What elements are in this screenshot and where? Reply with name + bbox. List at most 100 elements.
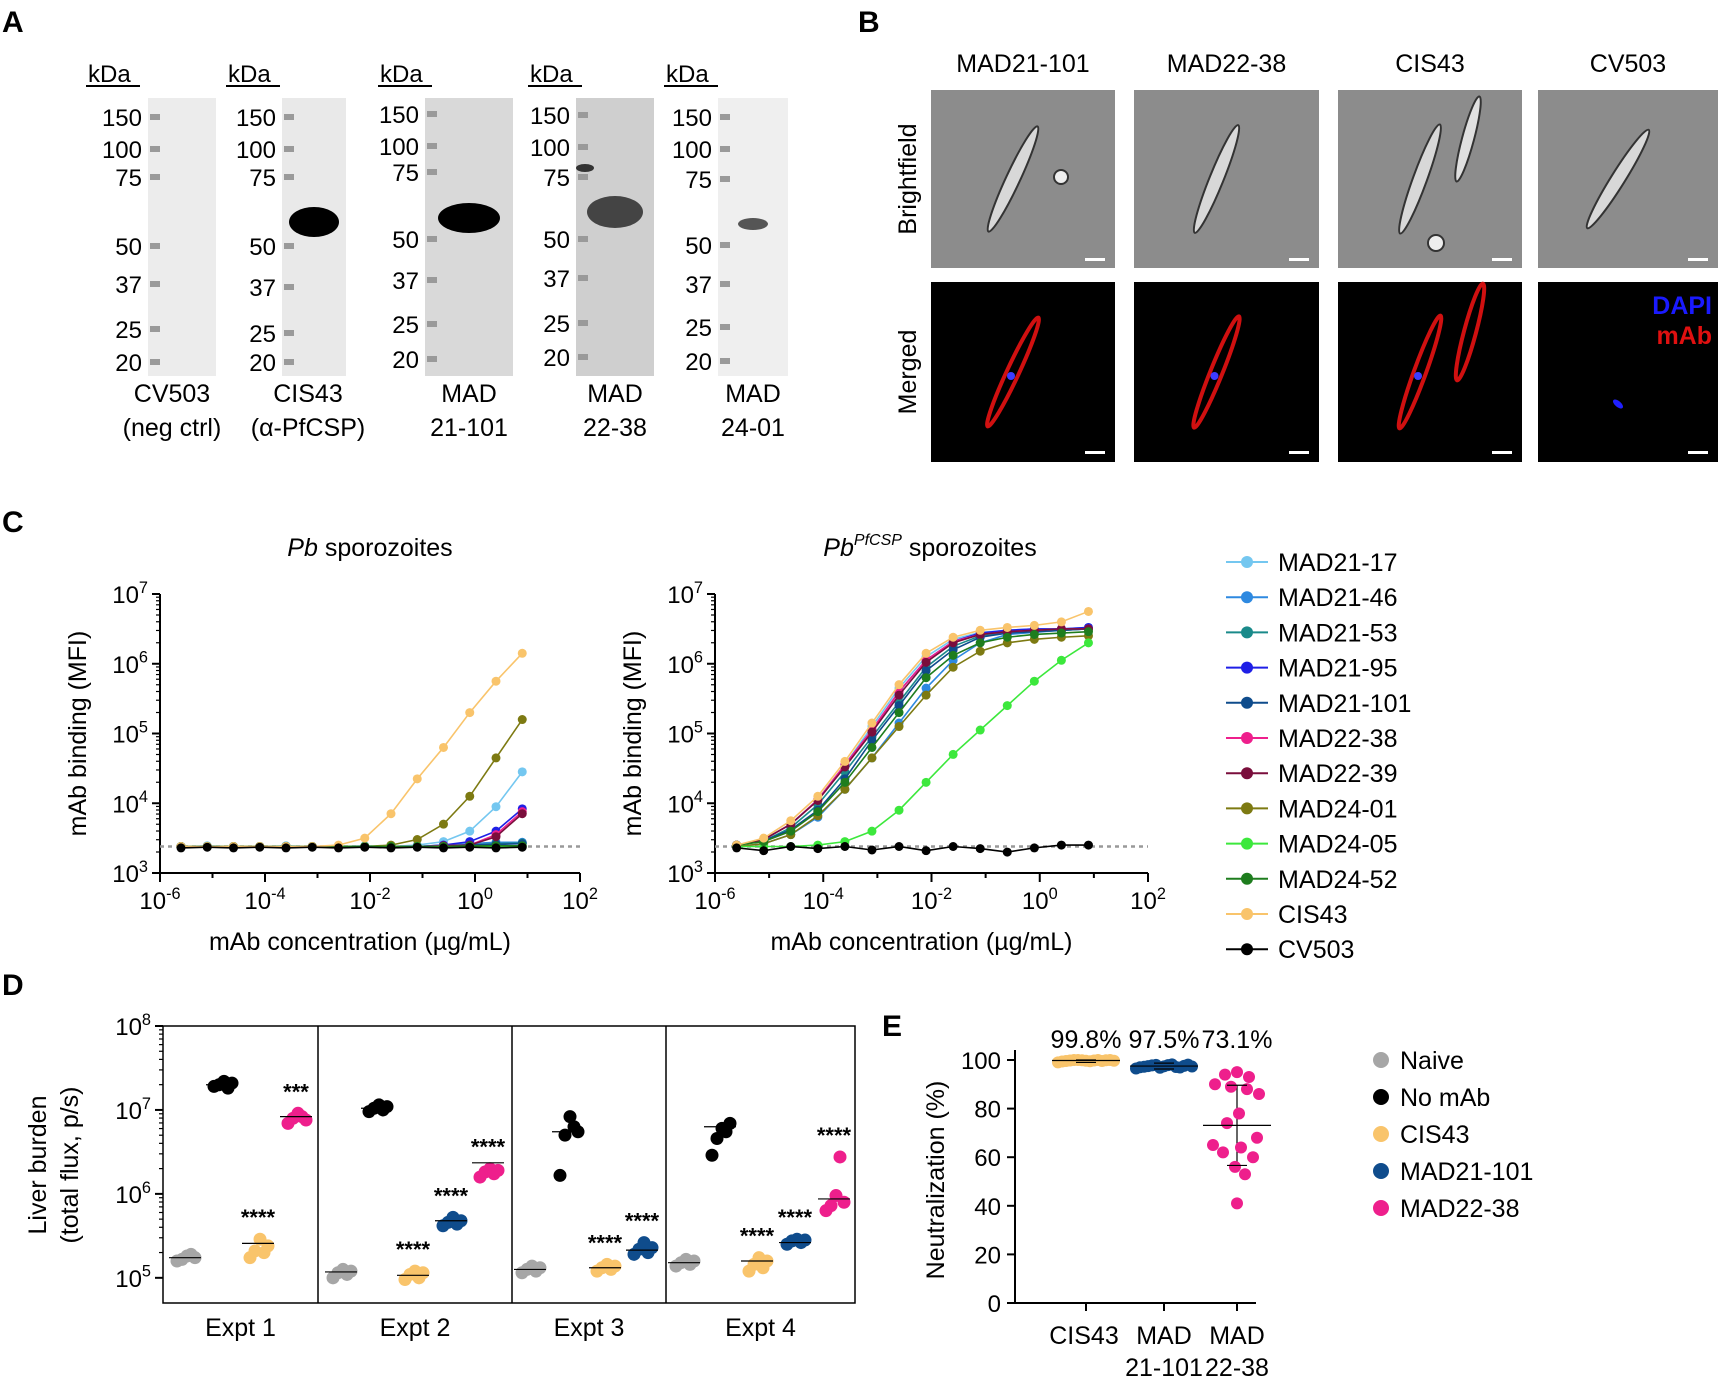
legend-label-No mAb: No mAb bbox=[1400, 1084, 1490, 1112]
data-point-CV503 bbox=[948, 841, 958, 851]
series-line-MAD21-53 bbox=[736, 628, 1089, 846]
scale-bar bbox=[1289, 451, 1309, 454]
y-tick-label: 105 bbox=[667, 718, 703, 748]
data-point-MAD22-38 bbox=[1251, 1131, 1263, 1144]
blot-sublabel: (neg ctrl) bbox=[123, 414, 222, 442]
marker-label: 50 bbox=[249, 234, 276, 261]
merged-image bbox=[1134, 282, 1319, 462]
significance-stars: **** bbox=[817, 1123, 852, 1148]
marker-label: 20 bbox=[249, 350, 276, 377]
ladder-band bbox=[720, 146, 730, 152]
series-line-MAD22-38 bbox=[736, 628, 1089, 846]
marker-label: 37 bbox=[543, 266, 570, 293]
data-point-MAD21-17 bbox=[517, 767, 527, 777]
data-point-CIS43 bbox=[416, 1266, 430, 1280]
column-title: CV503 bbox=[1590, 50, 1666, 78]
series-line-CV503 bbox=[736, 844, 1089, 853]
data-point-CIS43 bbox=[386, 809, 396, 819]
marker-label: 25 bbox=[392, 312, 419, 339]
blot-sublabel: 22-38 bbox=[583, 414, 647, 442]
legend-label-MAD21-46: MAD21-46 bbox=[1278, 584, 1398, 612]
blot-membrane bbox=[425, 98, 513, 376]
sporozoite-mab-stain bbox=[985, 315, 1041, 429]
ladder-band bbox=[720, 281, 730, 287]
y-tick-label: 108 bbox=[115, 1011, 151, 1041]
data-point-MAD24-01 bbox=[975, 646, 985, 656]
ladder-band bbox=[427, 321, 437, 327]
marker-label: 37 bbox=[115, 272, 142, 299]
experiment-label: Expt 4 bbox=[725, 1314, 796, 1342]
panel-e-neutralization: 0 20 40 60 80 100 Neutralization (%) 99.8% CIS43… bbox=[922, 1026, 1533, 1378]
protein-band bbox=[587, 196, 643, 228]
panel-label-a: A bbox=[2, 6, 24, 39]
legend-label-MAD22-38: MAD22-38 bbox=[1400, 1195, 1520, 1223]
sporozoite-mab-stain bbox=[1453, 281, 1487, 383]
data-point-CIS43 bbox=[261, 1239, 275, 1253]
ladder-band bbox=[150, 326, 160, 332]
data-point-MAD21-17 bbox=[491, 802, 501, 812]
marker-label: 37 bbox=[249, 275, 276, 302]
brightfield-image bbox=[1538, 90, 1718, 268]
blot-sublabel: 24-01 bbox=[721, 414, 785, 442]
data-point-No mAb bbox=[723, 1116, 737, 1130]
data-point-MAD22-38 bbox=[1233, 1107, 1245, 1120]
data-point-CV503 bbox=[840, 841, 850, 851]
data-point-CV503 bbox=[921, 846, 931, 856]
data-point-MAD24-05 bbox=[867, 826, 877, 836]
marker-label: 100 bbox=[102, 137, 142, 164]
ladder-band bbox=[720, 114, 730, 120]
data-point-MAD22-38 bbox=[1229, 1160, 1241, 1173]
ladder-band bbox=[578, 354, 588, 360]
marker-label: 25 bbox=[249, 321, 276, 348]
data-point-CIS43 bbox=[1056, 617, 1066, 627]
protein-band bbox=[289, 207, 339, 237]
legend-marker-CIS43 bbox=[1373, 1126, 1389, 1142]
protein-band bbox=[576, 164, 594, 172]
data-point-MAD24-01 bbox=[840, 784, 850, 794]
data-point-CIS43 bbox=[1029, 620, 1039, 630]
ladder-band bbox=[720, 242, 730, 248]
data-point-MAD24-05 bbox=[894, 805, 904, 815]
y-tick-label: 80 bbox=[974, 1097, 1001, 1124]
data-point-MAD24-01 bbox=[439, 819, 448, 829]
data-point-MAD22-38 bbox=[1235, 1141, 1247, 1154]
data-point-MAD22-39 bbox=[491, 832, 501, 842]
data-point-MAD24-05 bbox=[921, 777, 931, 787]
ladder-band bbox=[284, 146, 294, 152]
ladder-band bbox=[150, 114, 160, 120]
data-point-CIS43 bbox=[813, 791, 823, 801]
data-point-CV503 bbox=[517, 842, 527, 852]
panel-label-b: B bbox=[858, 6, 880, 39]
marker-label: 20 bbox=[115, 350, 142, 377]
debris bbox=[1427, 234, 1445, 252]
scale-bar bbox=[1085, 451, 1105, 454]
y-tick-label: 105 bbox=[112, 718, 148, 748]
marker-label: 75 bbox=[249, 165, 276, 192]
marker-label: 150 bbox=[672, 105, 712, 132]
data-point-MAD24-52 bbox=[867, 742, 877, 752]
group-sublabel: 21-101 bbox=[1125, 1354, 1203, 1378]
data-point-CV503 bbox=[867, 845, 877, 855]
x-tick-label: 100 bbox=[457, 885, 493, 915]
legend-label-CIS43: CIS43 bbox=[1278, 901, 1347, 929]
mean-value-label: 99.8% bbox=[1051, 1026, 1122, 1054]
significance-stars: **** bbox=[778, 1205, 813, 1230]
column-title: MAD22-38 bbox=[1167, 50, 1287, 78]
legend-marker-MAD21-46 bbox=[1241, 591, 1253, 604]
ladder-band bbox=[427, 143, 437, 149]
legend-label-MAD21-95: MAD21-95 bbox=[1278, 655, 1398, 683]
ladder-band bbox=[150, 359, 160, 365]
x-tick-label: 10-6 bbox=[694, 885, 735, 915]
legend-marker-MAD22-38 bbox=[1373, 1200, 1389, 1216]
data-point-MAD22-38 bbox=[1243, 1071, 1255, 1084]
data-point-MAD22-38 bbox=[824, 1199, 838, 1213]
data-point-CV503 bbox=[1029, 843, 1039, 853]
row-label-brightfield: Brightfield bbox=[894, 123, 922, 234]
y-tick-label: 105 bbox=[115, 1263, 151, 1293]
data-point-CV503 bbox=[491, 843, 501, 853]
data-point-CV503 bbox=[759, 846, 769, 856]
